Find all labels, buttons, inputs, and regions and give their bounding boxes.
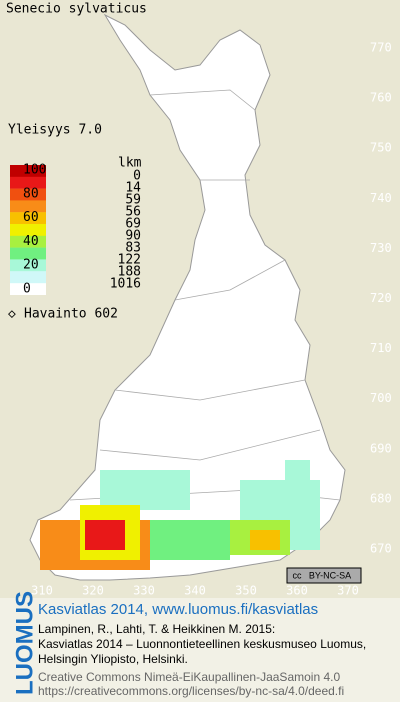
legend-band — [10, 259, 46, 272]
scale-label: 100 — [23, 163, 46, 178]
y-axis-label: 710 — [370, 341, 392, 355]
svg-text:cc: cc — [293, 570, 303, 580]
x-axis-label: 310 — [31, 584, 53, 598]
y-axis-label: 740 — [370, 191, 392, 205]
x-axis-label: 340 — [184, 584, 206, 598]
legend-band — [10, 176, 46, 189]
frequency: Yleisyys 7.0 — [8, 123, 102, 138]
occurrence-cells — [40, 460, 320, 570]
license: BY-NC-SA — [309, 570, 351, 580]
license-line: https://creativecommons.org/licenses/by-… — [38, 684, 344, 698]
observations: Havainto 602 — [24, 307, 118, 322]
y-axis-label: 700 — [370, 391, 392, 405]
x-axis-label: 360 — [286, 584, 308, 598]
logo: LUOMUS — [11, 591, 38, 695]
legend-band — [10, 165, 46, 177]
x-axis-label: 320 — [82, 584, 104, 598]
count: 59 — [125, 193, 141, 208]
cell-area — [85, 520, 125, 550]
species-title: Senecio sylvaticus — [6, 2, 147, 17]
count: 0 — [133, 169, 141, 184]
legend-band-empty — [10, 283, 46, 295]
legend-band — [10, 188, 46, 201]
legend-band — [10, 235, 46, 248]
scale-label: 60 — [23, 210, 39, 225]
y-axis-label: 680 — [370, 491, 392, 505]
legend-band — [10, 200, 46, 213]
x-axis-label: 370 — [337, 584, 359, 598]
license-line: Creative Commons Nimeä-EiKaupallinen-Jaa… — [38, 670, 340, 684]
observation-symbol: ◇ — [8, 307, 16, 322]
y-axis-label: 720 — [370, 291, 392, 305]
y-axis-label: 690 — [370, 441, 392, 455]
y-axis-label: 760 — [370, 91, 392, 105]
scale-label: 20 — [23, 258, 39, 273]
legend-band — [10, 271, 46, 284]
legend-band — [10, 247, 46, 260]
count-header: lkm — [118, 156, 142, 171]
y-axis-label: 750 — [370, 141, 392, 155]
legend-band — [10, 212, 46, 225]
scale-label: 0 — [23, 282, 31, 297]
cell-area — [150, 520, 230, 560]
x-axis-label: 330 — [133, 584, 155, 598]
cell-area — [250, 530, 280, 550]
x-axis-label: 350 — [235, 584, 257, 598]
count: 69 — [125, 217, 141, 232]
cell-area — [100, 470, 190, 510]
citation-line: Lampinen, R., Lahti, T. & Heikkinen M. 2… — [38, 622, 275, 636]
footer-bg — [0, 598, 400, 702]
count: 1016 — [110, 277, 141, 292]
legend-band — [10, 224, 46, 236]
cell-area — [285, 460, 310, 490]
cc-badge: cc BY-NC-SA — [286, 567, 362, 584]
scale-label: 80 — [23, 186, 39, 201]
count: 188 — [118, 265, 141, 280]
count: 90 — [125, 229, 141, 244]
y-axis-label: 670 — [370, 542, 392, 556]
footer-link: Kasviatlas 2014, www.luomus.fi/kasviatla… — [38, 601, 318, 618]
y-axis-label: 730 — [370, 241, 392, 255]
count: 56 — [125, 205, 141, 220]
y-axis-label: 770 — [370, 41, 392, 55]
count: 122 — [118, 253, 141, 268]
citation-line: Kasviatlas 2014 – Luonnontieteellinen ke… — [38, 637, 366, 651]
scale-label: 40 — [23, 234, 39, 249]
citation-line: Helsingin Yliopisto, Helsinki. — [38, 652, 188, 666]
count: 83 — [125, 241, 141, 256]
count: 14 — [125, 181, 141, 196]
